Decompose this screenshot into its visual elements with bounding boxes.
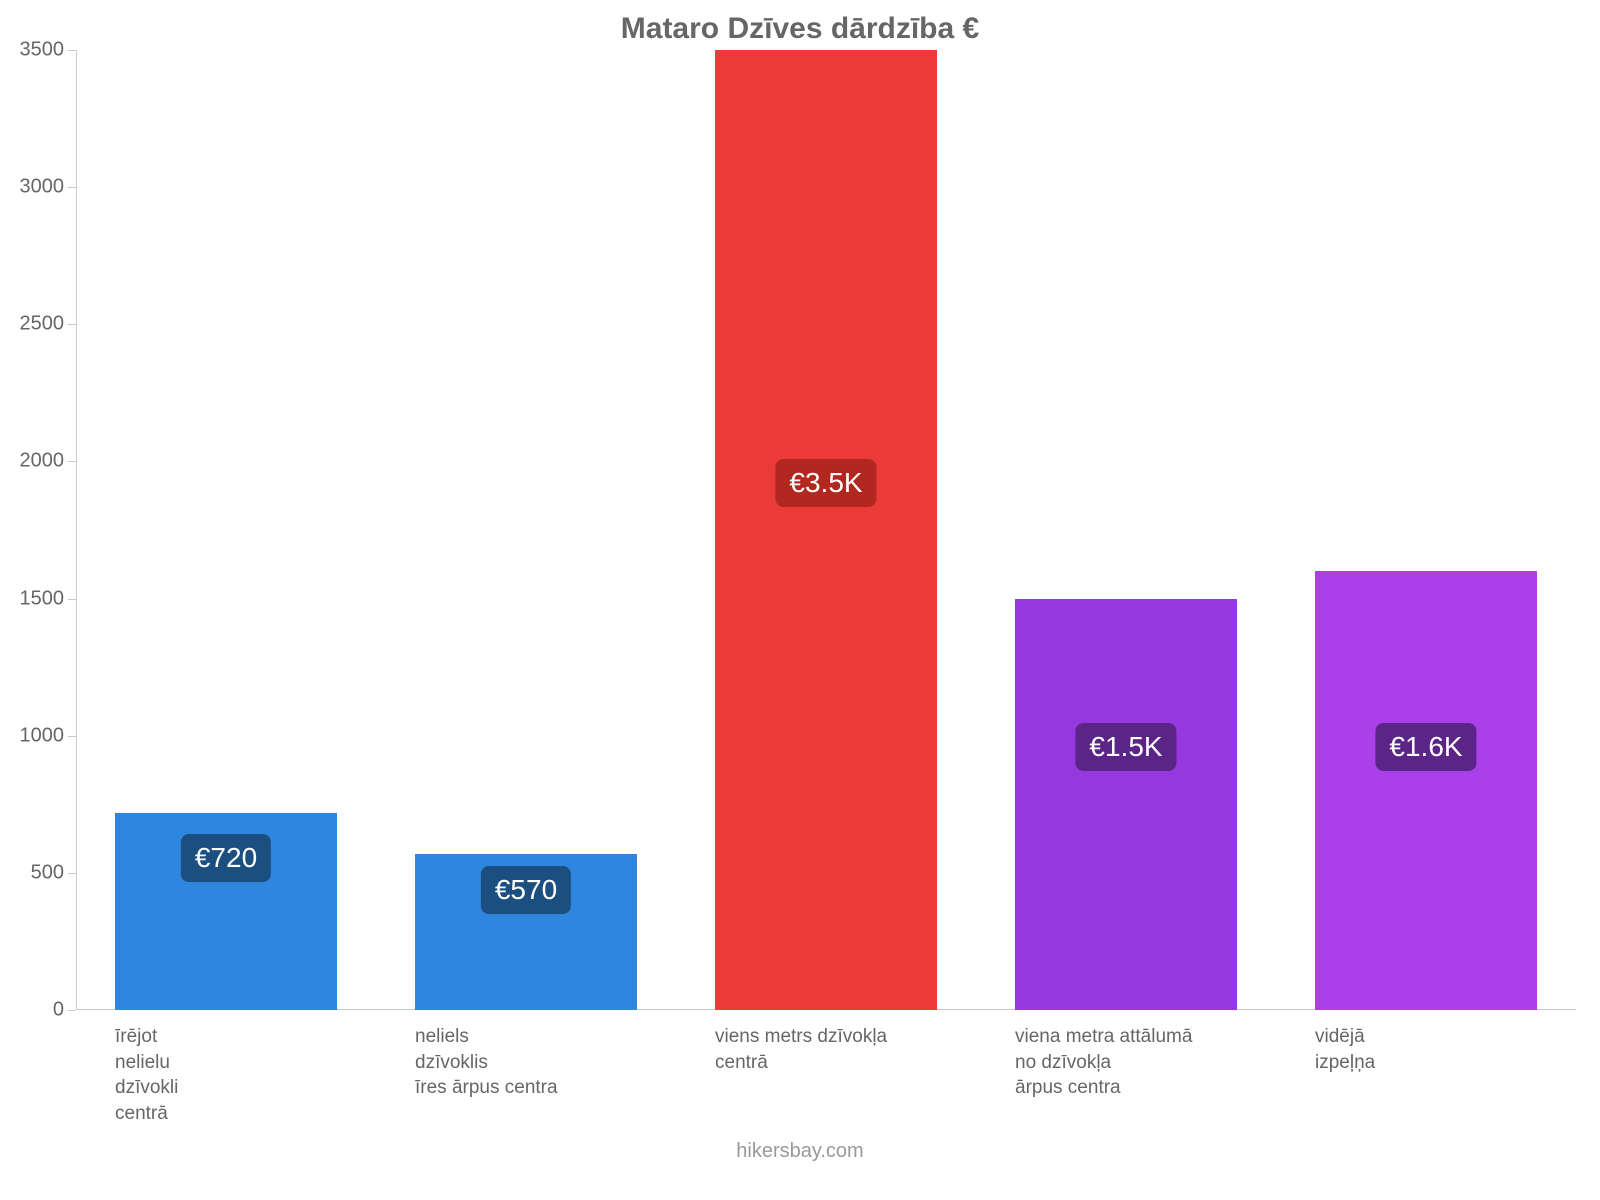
bar-value-label: €1.5K	[1075, 723, 1176, 771]
x-category-label: neliels dzīvoklis īres ārpus centra	[415, 1024, 715, 1101]
x-category-label: īrējot nelielu dzīvokli centrā	[115, 1024, 415, 1127]
chart-title: Mataro Dzīves dārdzība €	[0, 12, 1600, 46]
y-tick	[68, 736, 76, 737]
y-axis-line	[76, 50, 77, 1010]
x-category-label: viena metra attālumā no dzīvokļa ārpus c…	[1015, 1024, 1315, 1101]
y-tick-label: 1000	[20, 724, 65, 747]
y-tick	[68, 873, 76, 874]
x-category-label: vidējā izpeļņa	[1315, 1024, 1600, 1075]
y-tick	[68, 461, 76, 462]
y-tick-label: 0	[53, 999, 64, 1022]
cost-of-living-chart: Mataro Dzīves dārdzība € 050010001500200…	[0, 0, 1600, 1200]
plot-area: 0500100015002000250030003500€720īrējot n…	[76, 50, 1576, 1010]
bar	[715, 50, 937, 1010]
y-tick	[68, 324, 76, 325]
y-tick-label: 2000	[20, 450, 65, 473]
bar	[1015, 599, 1237, 1010]
y-tick-label: 3500	[20, 39, 65, 62]
y-tick-label: 2500	[20, 313, 65, 336]
y-tick-label: 500	[31, 861, 64, 884]
bar-value-label: €3.5K	[775, 459, 876, 507]
bar-value-label: €720	[181, 834, 271, 882]
y-tick	[68, 187, 76, 188]
y-tick	[68, 50, 76, 51]
bar	[1315, 571, 1537, 1010]
y-tick	[68, 1010, 76, 1011]
y-tick-label: 1500	[20, 587, 65, 610]
y-tick-label: 3000	[20, 176, 65, 199]
x-category-label: viens metrs dzīvokļa centrā	[715, 1024, 1015, 1075]
bar-value-label: €570	[481, 866, 571, 914]
attribution-text: hikersbay.com	[0, 1140, 1600, 1163]
bar-value-label: €1.6K	[1375, 723, 1476, 771]
y-tick	[68, 599, 76, 600]
